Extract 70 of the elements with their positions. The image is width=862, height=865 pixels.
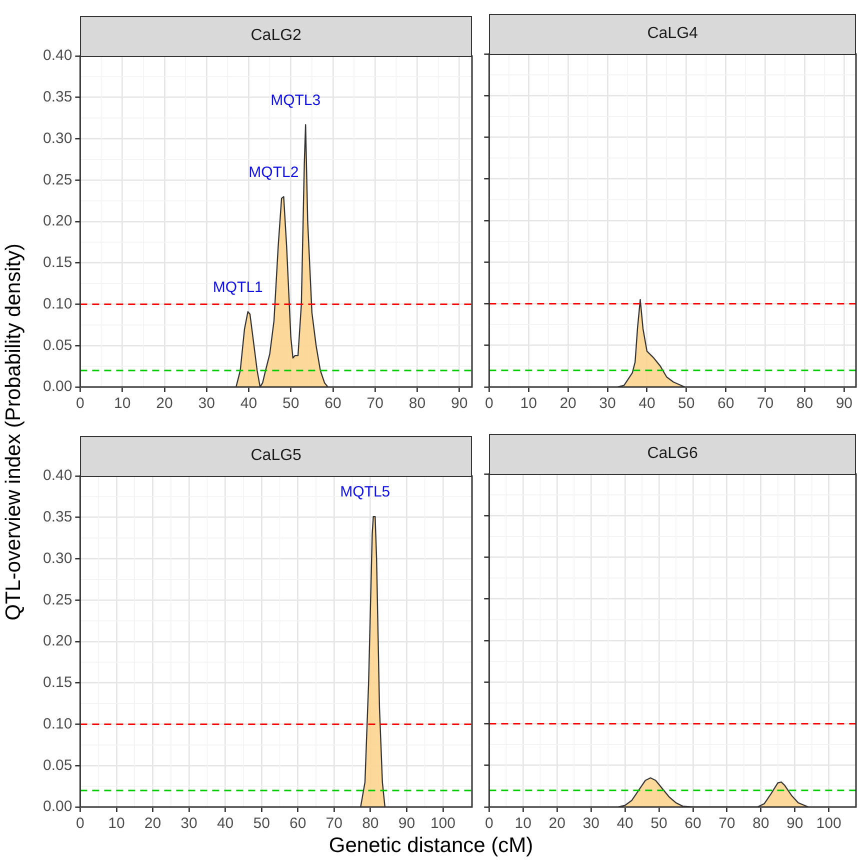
x-tick-label: 0 [485,815,494,832]
x-tick-label: 80 [408,395,426,412]
annotation: MQTL3 [270,92,321,109]
x-tick-label: 30 [599,395,616,412]
x-tick-label: 50 [282,395,300,412]
y-tick-label: 0.30 [42,130,72,147]
chart-title: CaLG4 [489,14,856,55]
chart-title: CaLG6 [489,434,856,475]
x-tick-label: 80 [752,815,770,832]
x-tick-label: 20 [548,815,566,832]
y-tick-label: 0.10 [42,295,72,312]
x-tick-label: 90 [836,395,853,412]
x-tick-label: 40 [240,395,258,412]
x-axis-title: Genetic distance (cM) [328,834,534,858]
annotation: MQTL1 [212,278,263,296]
x-tick-label: 80 [362,815,379,832]
y-tick-label: 0.10 [42,715,72,732]
x-tick-label: 50 [253,815,270,832]
x-tick-label: 10 [108,815,125,832]
x-tick-label: 40 [216,815,234,832]
x-tick-label: 100 [430,815,456,832]
x-tick-label: 70 [326,815,342,832]
y-tick-label: 0.05 [42,756,72,774]
x-tick-label: 90 [786,815,804,832]
y-tick-label: 0.20 [42,632,72,650]
x-tick-label: 90 [451,395,468,412]
x-tick-label: 40 [616,815,634,832]
chart-title: CaLG2 [80,16,472,57]
y-tick-label: 0.25 [42,591,72,608]
x-tick-label: 70 [366,395,384,412]
y-tick-label: 0.00 [42,798,72,816]
x-tick-label: 20 [156,395,173,412]
y-axis-title: QTL-overview index (Probability density) [2,242,26,622]
annotation: MQTL2 [248,164,299,181]
x-tick-label: 20 [560,395,576,412]
annotation: MQTL5 [340,484,390,501]
x-tick-label: 50 [678,395,695,412]
x-tick-label: 60 [324,395,342,412]
x-tick-label: 10 [514,815,532,832]
x-tick-label: 100 [816,815,842,832]
chart-title: CaLG5 [80,436,472,477]
y-tick-label: 0.00 [42,378,72,396]
x-tick-label: 0 [76,395,84,412]
y-tick-label: 0.20 [42,212,72,230]
x-tick-label: 50 [650,815,668,832]
x-tick-label: 70 [718,815,736,832]
y-tick-label: 0.30 [42,550,72,567]
x-tick-label: 60 [290,815,306,832]
y-tick-label: 0.05 [42,336,72,354]
y-tick-label: 0.40 [42,467,72,484]
x-tick-label: 20 [144,815,162,832]
x-tick-label: 10 [114,395,131,412]
x-tick-label: 80 [796,395,814,412]
y-tick-label: 0.35 [42,508,72,526]
x-tick-label: 30 [180,815,198,832]
x-tick-label: 90 [398,815,416,832]
y-tick-label: 0.15 [42,674,72,692]
x-tick-label: 0 [76,815,84,832]
y-tick-label: 0.15 [42,254,72,272]
x-tick-label: 70 [756,395,774,412]
x-tick-label: 60 [684,815,702,832]
x-tick-label: 30 [582,815,600,832]
x-tick-label: 10 [520,395,537,412]
x-tick-label: 30 [198,395,215,412]
y-tick-label: 0.40 [42,47,72,64]
x-tick-label: 0 [485,395,494,412]
x-tick-label: 60 [717,395,734,412]
y-tick-label: 0.35 [42,88,72,106]
y-tick-label: 0.25 [42,171,72,188]
x-tick-label: 40 [638,395,656,412]
